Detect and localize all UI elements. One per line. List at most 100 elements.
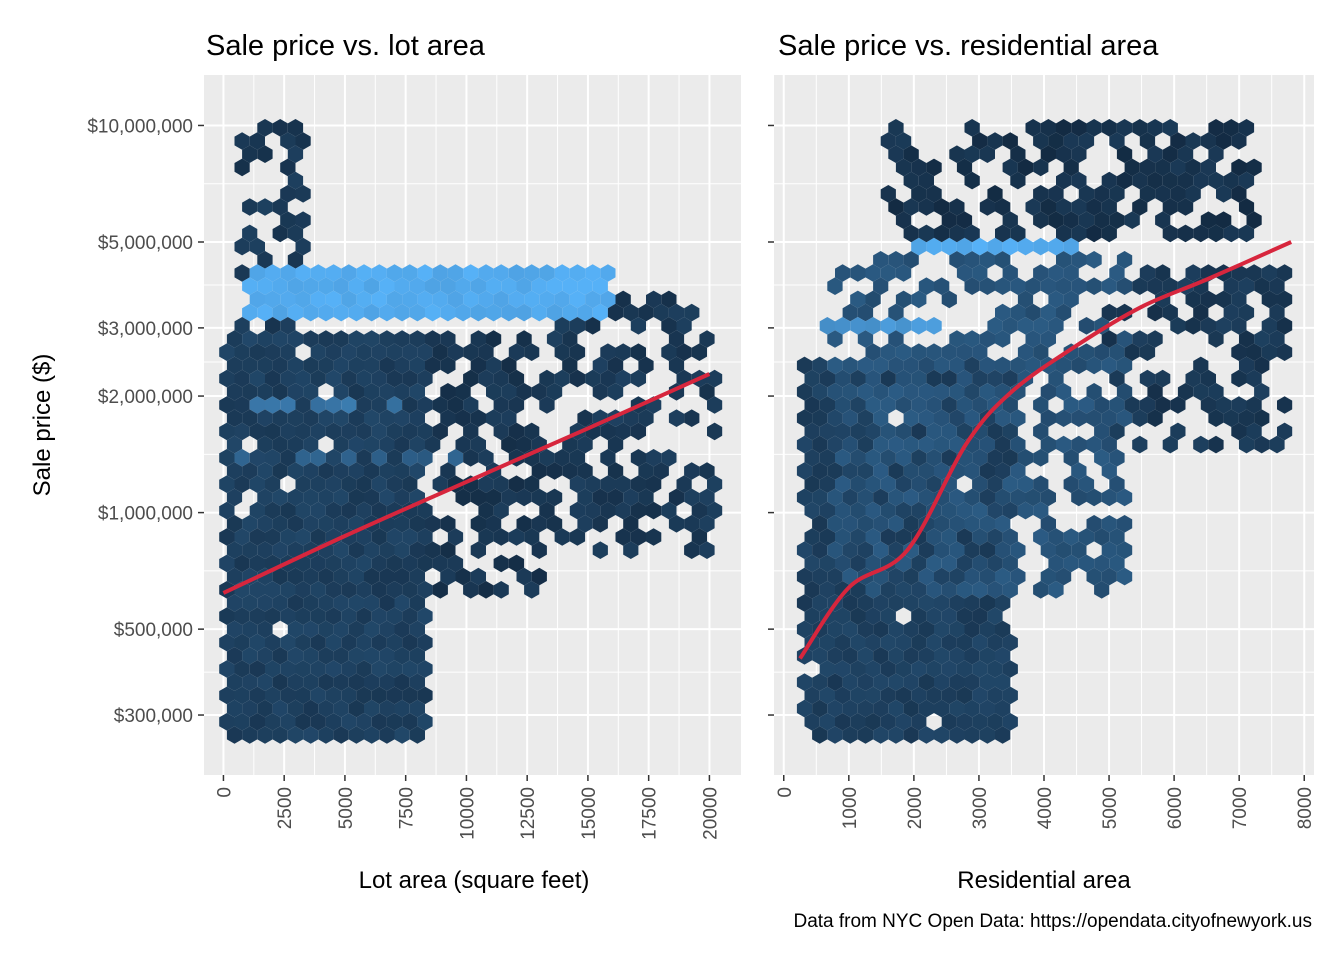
hexbin-cell <box>1101 515 1117 533</box>
hexbin-cell <box>934 567 950 586</box>
hexbin-cell <box>265 607 281 625</box>
hexbin-cell <box>379 673 395 691</box>
hexbin-cell <box>272 224 288 243</box>
hexbin-cell <box>455 303 471 322</box>
hexbin-cell <box>234 475 250 493</box>
hexbin-cell <box>1185 317 1201 335</box>
hexbin-cell <box>272 462 288 480</box>
hexbin-cell <box>409 567 425 586</box>
hexbin-cell <box>379 409 395 427</box>
hexbin-cell <box>964 356 980 375</box>
hexbin-cell <box>1261 343 1277 361</box>
hexbin-cell <box>1086 224 1102 243</box>
hexbin-cell <box>341 633 357 652</box>
hexbin-cell <box>1040 145 1056 163</box>
hexbin-cell <box>234 528 250 546</box>
hexbin-cell <box>280 660 296 678</box>
hexbin-cell <box>1086 435 1102 454</box>
hexbin-cell <box>394 277 410 295</box>
hexbin-cell <box>219 343 235 361</box>
hexbin-cell <box>516 383 532 401</box>
hexbin-cell <box>234 317 250 335</box>
hexbin-cell <box>348 488 364 507</box>
hexbin-cell <box>493 422 509 441</box>
hexbin-cell <box>333 726 349 744</box>
hexbin-cell <box>501 435 517 454</box>
hexbin-cell <box>888 145 904 163</box>
hexbin-cell <box>287 647 304 665</box>
hexbin-cell <box>812 647 828 665</box>
hexbin-cell <box>1056 567 1072 586</box>
x-tick-label: 12500 <box>518 787 539 840</box>
hexbin-cell <box>546 303 563 322</box>
hexbin-cell <box>310 713 326 731</box>
hexbin-cell <box>402 633 418 652</box>
hexbin-cell <box>303 303 319 322</box>
hexbin-cell <box>226 673 243 691</box>
hexbin-cell <box>911 633 927 652</box>
hexbin-cell <box>873 462 889 480</box>
hexbin-cell <box>1277 264 1293 282</box>
hexbin-cell <box>661 343 677 361</box>
hexbin-cell <box>333 488 349 507</box>
hexbin-cell <box>880 369 896 388</box>
hexbin-cell <box>987 475 1003 493</box>
hexbin-cell <box>310 449 326 467</box>
hexbin-cell <box>310 475 326 493</box>
hexbin-cell <box>949 409 965 427</box>
hexbin-cell <box>1162 303 1178 322</box>
hexbin-cell <box>242 198 258 216</box>
hexbin-cell <box>926 528 942 546</box>
hexbin-cell <box>880 132 896 150</box>
hexbin-cell <box>1116 356 1133 375</box>
hexbin-cell <box>356 396 372 414</box>
hexbin-cell <box>226 330 243 348</box>
x-tick-label: 2000 <box>905 787 926 829</box>
hexbin-cell <box>796 647 813 665</box>
hexbin-cell <box>1147 409 1163 427</box>
hexbin-cell <box>1063 528 1079 546</box>
hexbin-cell <box>318 488 334 507</box>
hexbin-cell <box>668 303 685 322</box>
hexbin-cell <box>310 607 326 625</box>
hexbin-cell <box>880 713 896 731</box>
hexbin-cell <box>242 620 258 639</box>
hexbin-cell <box>546 488 563 507</box>
hexbin-cell <box>1200 317 1216 335</box>
hexbin-cell <box>911 607 927 625</box>
hexbin-cell <box>1094 528 1110 546</box>
hexbin-cell <box>249 132 265 150</box>
hexbin-cell <box>865 528 881 546</box>
hexbin-cell <box>265 660 281 678</box>
hexbin-cell <box>835 369 851 388</box>
hexbin-cell <box>1033 317 1049 335</box>
hexbin-cell <box>348 435 364 454</box>
hexbin-cell <box>949 594 965 612</box>
hexbin-cell <box>1132 435 1148 454</box>
hexbin-cell <box>850 290 866 309</box>
hexbin-cell <box>379 277 395 295</box>
hexbin-cell <box>394 462 410 480</box>
hexbin-cell <box>1002 211 1018 229</box>
hexbin-cell <box>1216 290 1232 309</box>
hexbin-cell <box>835 686 851 705</box>
hexbin-cell <box>707 396 723 414</box>
hexbin-cell <box>615 475 631 493</box>
hexbin-cell <box>249 396 265 414</box>
hexbin-cell <box>979 277 995 295</box>
hexbin-cell <box>402 528 418 546</box>
hexbin-cell <box>569 501 586 520</box>
hexbin-cell <box>287 488 304 507</box>
hexbin-cell <box>964 488 980 507</box>
hexbin-cell <box>1238 356 1255 375</box>
hexbin-cell <box>493 528 509 546</box>
hexbin-cell <box>272 356 288 375</box>
hexbin-cell <box>1040 198 1056 216</box>
hexbin-cell <box>257 383 273 401</box>
hexbin-cell <box>903 224 919 243</box>
hexbin-cell <box>249 237 265 256</box>
hexbin-cell <box>607 383 624 401</box>
hexbin-cell <box>1063 475 1079 493</box>
hexbin-cell <box>615 290 631 309</box>
hexbin-cell <box>409 409 425 427</box>
